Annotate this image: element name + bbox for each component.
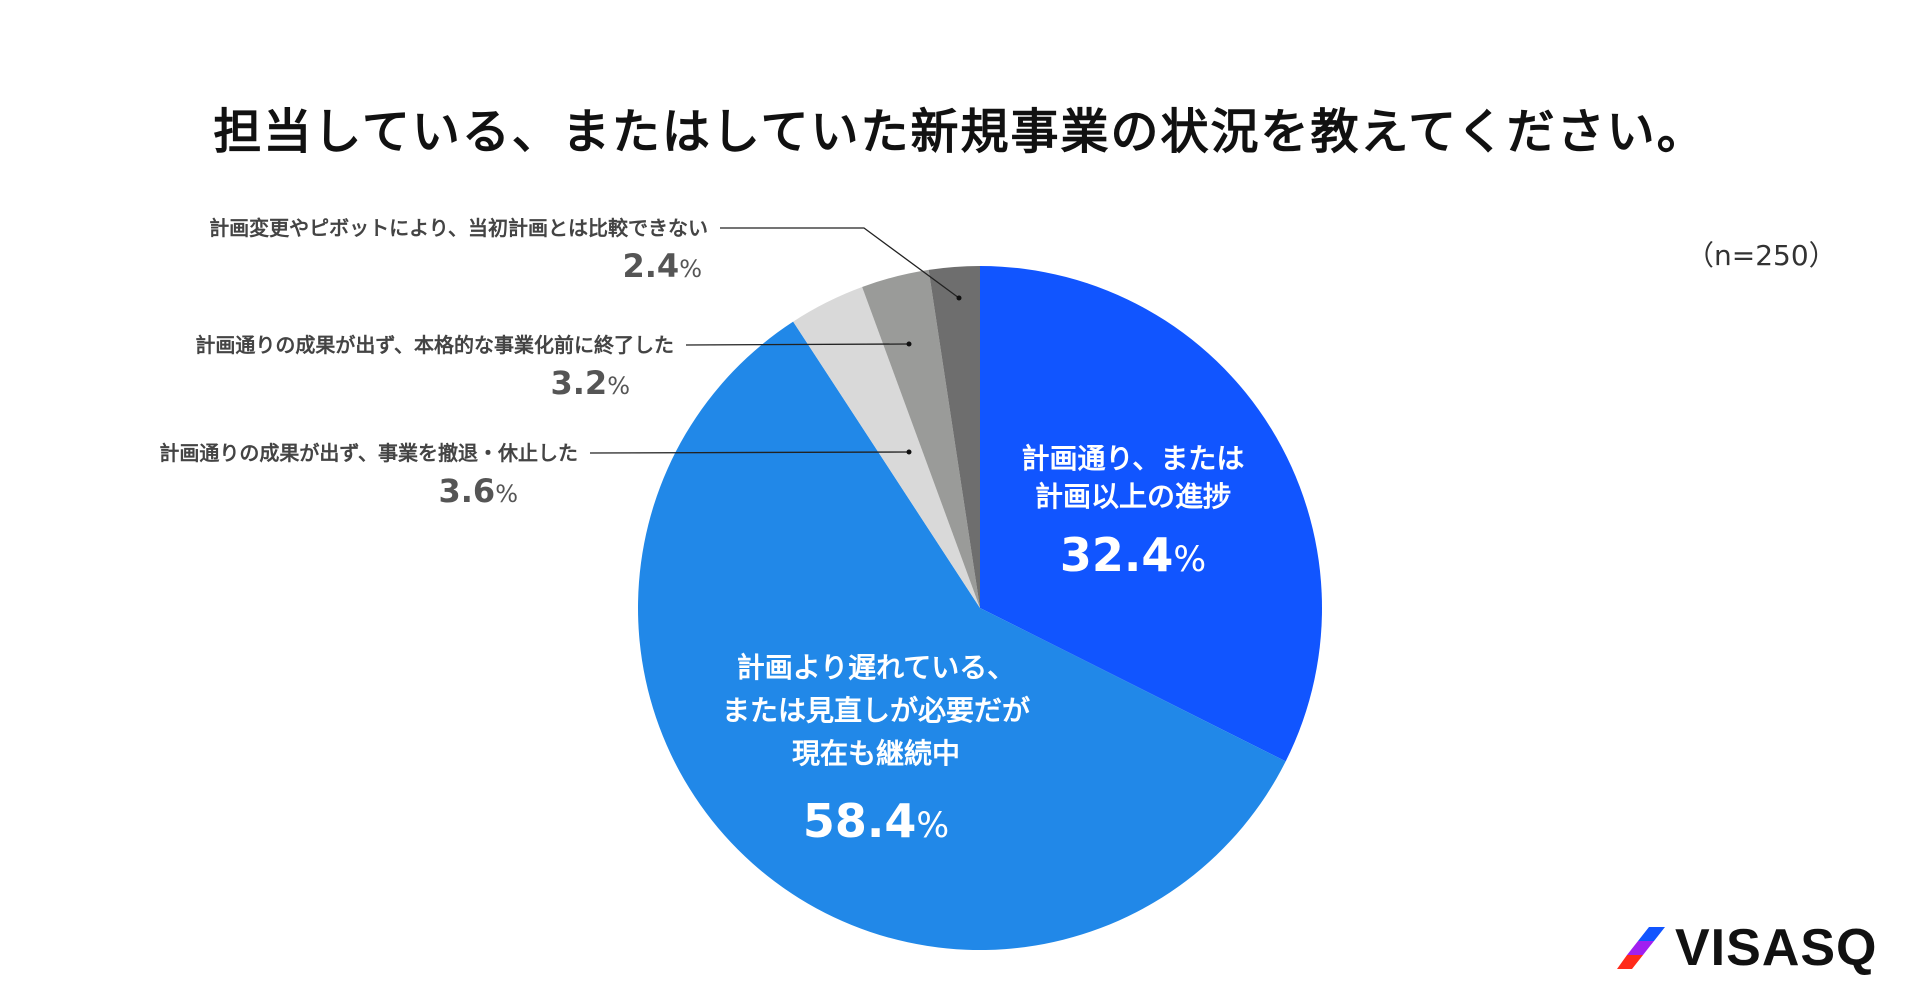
slice-label-line: 計画通りの成果が出ず、本格的な事業化前に終了した: [195, 333, 674, 357]
leader-dot: [956, 295, 962, 301]
percent-sign: %: [1173, 540, 1207, 580]
percent-value: 32.4: [1059, 528, 1174, 582]
leader-dot: [906, 341, 912, 347]
logo-stripe: [1627, 941, 1654, 955]
slice-label-line: 計画通りの成果が出ず、事業を撤退・休止した: [159, 441, 578, 465]
pie-slice: [862, 269, 980, 608]
slice-label-line: 計画通り、または: [1021, 442, 1245, 475]
slice-label-line: 現在も継続中: [791, 737, 960, 770]
percent-value: 3.6: [438, 472, 496, 510]
leader-line: [685, 343, 910, 346]
data-label-percent: 58.4%: [676, 794, 1076, 853]
percent-value: 3.2: [550, 364, 608, 402]
percent-sign: %: [607, 372, 630, 400]
percent-value: 2.4: [622, 247, 680, 285]
percent-sign: %: [916, 806, 950, 846]
logo-stripe: [1638, 927, 1665, 941]
slice-label-line: 計画より遅れている、: [736, 651, 1016, 684]
pie-slice: [980, 266, 1322, 762]
logo-text: VISASQ: [1675, 919, 1878, 977]
pie-slice: [793, 286, 980, 608]
logo-slash-icon: [1617, 927, 1665, 969]
slice-label-line: 計画変更やピボットにより、当初計画とは比較できない: [209, 216, 708, 240]
data-label-percent: 2.4%: [8, 247, 703, 287]
leader-line: [589, 451, 910, 454]
visasq-logo: VISASQ: [1617, 918, 1878, 978]
leader-line: [720, 227, 960, 299]
logo-stripe: [1617, 955, 1643, 969]
chart-title: 担当している、またはしていた新規事業の状況を教えてください。: [213, 104, 1707, 160]
slice-label-line: 計画以上の進捗: [1034, 480, 1231, 513]
data-label-percent: 3.6%: [0, 472, 519, 512]
slice-label-line: または見直しが必要だが: [721, 694, 1030, 727]
percent-sign: %: [495, 480, 518, 508]
sample-size-note: （n=250）: [1686, 239, 1837, 272]
percent-value: 58.4: [802, 794, 917, 848]
data-label-percent: 32.4%: [933, 528, 1333, 587]
leader-dot: [906, 449, 912, 455]
pie-slice: [637, 321, 1286, 951]
data-label-percent: 3.2%: [0, 364, 631, 404]
pie-slice: [928, 266, 980, 608]
percent-sign: %: [679, 255, 702, 283]
